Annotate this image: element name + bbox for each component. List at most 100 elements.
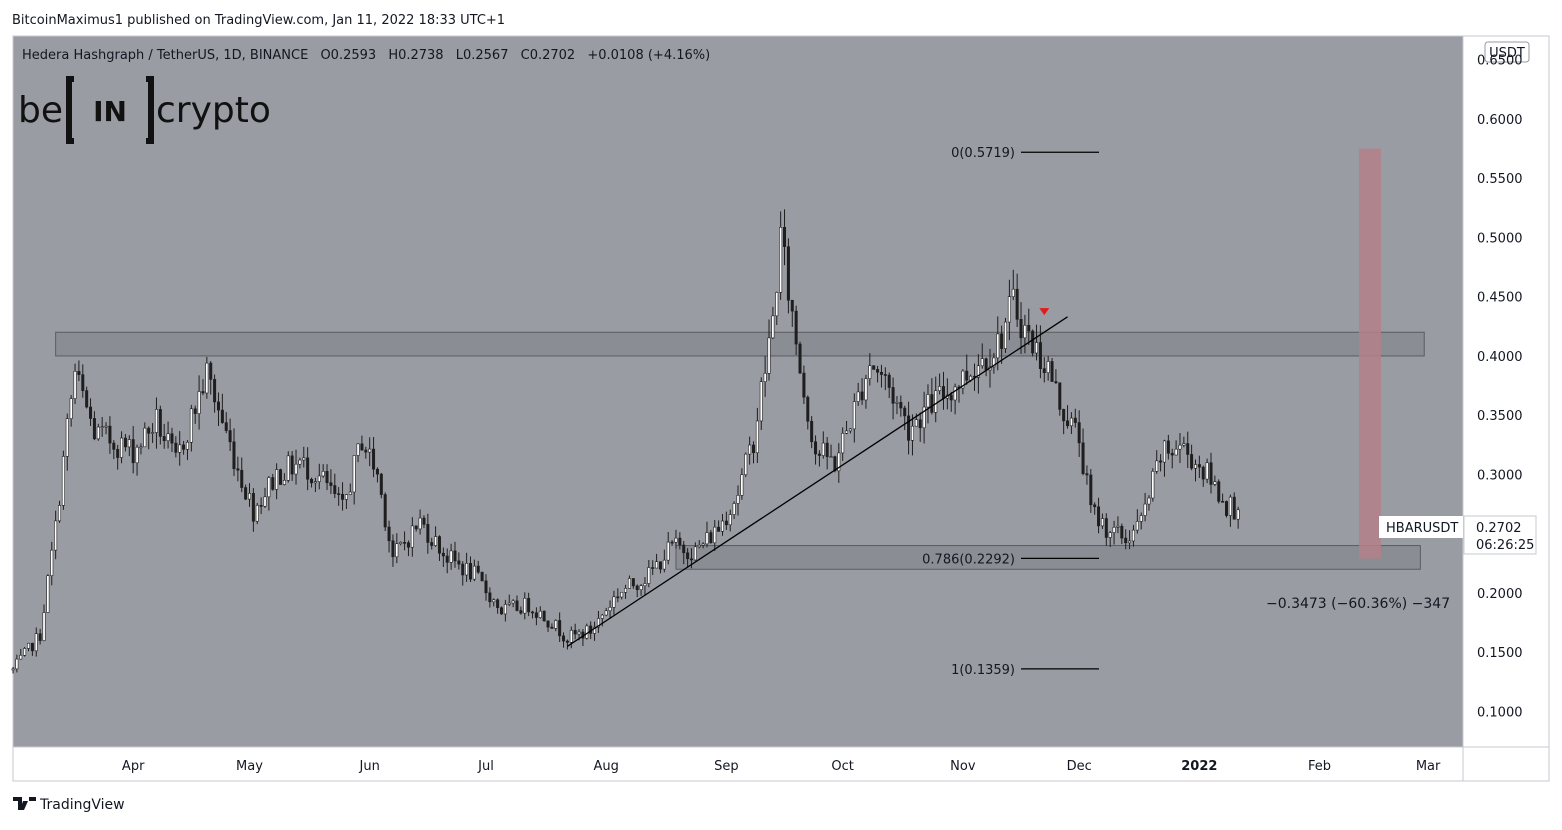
sr-zone-1[interactable] — [675, 545, 1421, 570]
candle — [379, 472, 383, 499]
candle — [306, 447, 310, 491]
candle — [1011, 269, 1015, 301]
candle — [771, 306, 775, 340]
candle — [1197, 455, 1201, 479]
candle — [1112, 520, 1116, 545]
candle — [23, 646, 27, 657]
candle — [496, 598, 500, 614]
candle — [100, 416, 104, 437]
time-axis: Apr May Jun Jul Aug Sep Oct Nov Dec 2022 Feb Mar — [122, 759, 1441, 774]
candle — [922, 391, 926, 444]
logo-bracket-icon — [66, 76, 154, 144]
candle — [112, 440, 116, 460]
candle — [302, 446, 306, 468]
candle — [441, 547, 445, 568]
price-tick-0: 0.6500 — [1477, 54, 1523, 69]
candle — [492, 598, 496, 607]
candle — [856, 382, 860, 406]
price-tick-11: 0.1000 — [1477, 705, 1523, 720]
candle — [58, 500, 62, 523]
price-tick-9: 0.2000 — [1477, 587, 1523, 602]
candle — [399, 541, 403, 546]
candle — [666, 532, 670, 565]
candle — [197, 375, 201, 430]
candle — [531, 610, 535, 619]
candle — [414, 525, 418, 532]
candle — [759, 377, 763, 431]
candle — [1147, 495, 1151, 511]
candle — [608, 600, 612, 620]
candle — [658, 561, 662, 574]
candle — [170, 427, 174, 452]
candle — [949, 391, 953, 412]
candle — [1128, 530, 1132, 550]
logo-text-right: crypto — [156, 90, 271, 131]
candle — [34, 627, 38, 657]
candle — [624, 584, 628, 599]
ascending-trendline[interactable] — [567, 316, 1068, 647]
candle — [821, 431, 825, 459]
candle — [825, 437, 829, 470]
currency-button[interactable] — [1484, 41, 1530, 63]
candle — [1178, 433, 1182, 464]
candle — [829, 444, 833, 458]
ohlc-close-value: 0.2702 — [530, 48, 576, 63]
time-tick-5: Sep — [714, 759, 739, 774]
price-axis-area[interactable] — [1463, 36, 1549, 747]
candle — [810, 416, 814, 449]
ohlc-close-label: C — [521, 48, 530, 63]
candle — [740, 468, 744, 500]
candle — [779, 211, 783, 300]
candle — [1097, 497, 1101, 534]
candle — [391, 534, 395, 567]
candle — [154, 397, 158, 449]
candle — [418, 509, 422, 535]
candle — [1054, 369, 1058, 385]
candle — [317, 463, 321, 490]
candle — [938, 373, 942, 395]
chart-background[interactable] — [13, 36, 1463, 747]
candle — [612, 590, 616, 615]
candle — [519, 606, 523, 615]
candle — [104, 422, 108, 435]
candle — [426, 513, 430, 554]
price-tick-1: 0.6000 — [1477, 113, 1523, 128]
candle — [81, 364, 85, 398]
ohlc-open-label: O — [320, 48, 330, 63]
candle — [244, 484, 248, 501]
candle — [728, 509, 732, 532]
candle — [27, 642, 31, 652]
time-tick-6: Oct — [831, 759, 853, 774]
candle — [713, 520, 717, 551]
candle — [344, 494, 348, 509]
candle — [174, 436, 178, 458]
candle — [476, 560, 480, 574]
candle — [1228, 494, 1232, 527]
candle — [585, 623, 589, 640]
candle — [620, 591, 624, 600]
fib-label-0: 0(0.5719) — [951, 146, 1015, 161]
sr-zone-0[interactable] — [55, 331, 1425, 357]
candle — [1225, 500, 1229, 518]
candle — [430, 537, 434, 550]
candle — [1193, 459, 1197, 482]
candle — [891, 377, 895, 420]
time-axis-area[interactable] — [13, 747, 1549, 781]
candle — [627, 575, 631, 589]
candle — [546, 620, 550, 632]
candle — [992, 352, 996, 374]
candle — [903, 405, 907, 431]
candle — [11, 666, 15, 674]
candle — [135, 444, 139, 476]
candle — [1015, 273, 1019, 327]
candle — [73, 363, 77, 405]
candle — [449, 543, 453, 570]
candle — [899, 395, 903, 417]
candle — [445, 548, 449, 574]
measure-bar[interactable] — [1358, 148, 1381, 559]
price-tick-6: 0.3500 — [1477, 409, 1523, 424]
candle — [220, 393, 224, 424]
candle — [507, 594, 511, 607]
candle — [236, 456, 240, 482]
